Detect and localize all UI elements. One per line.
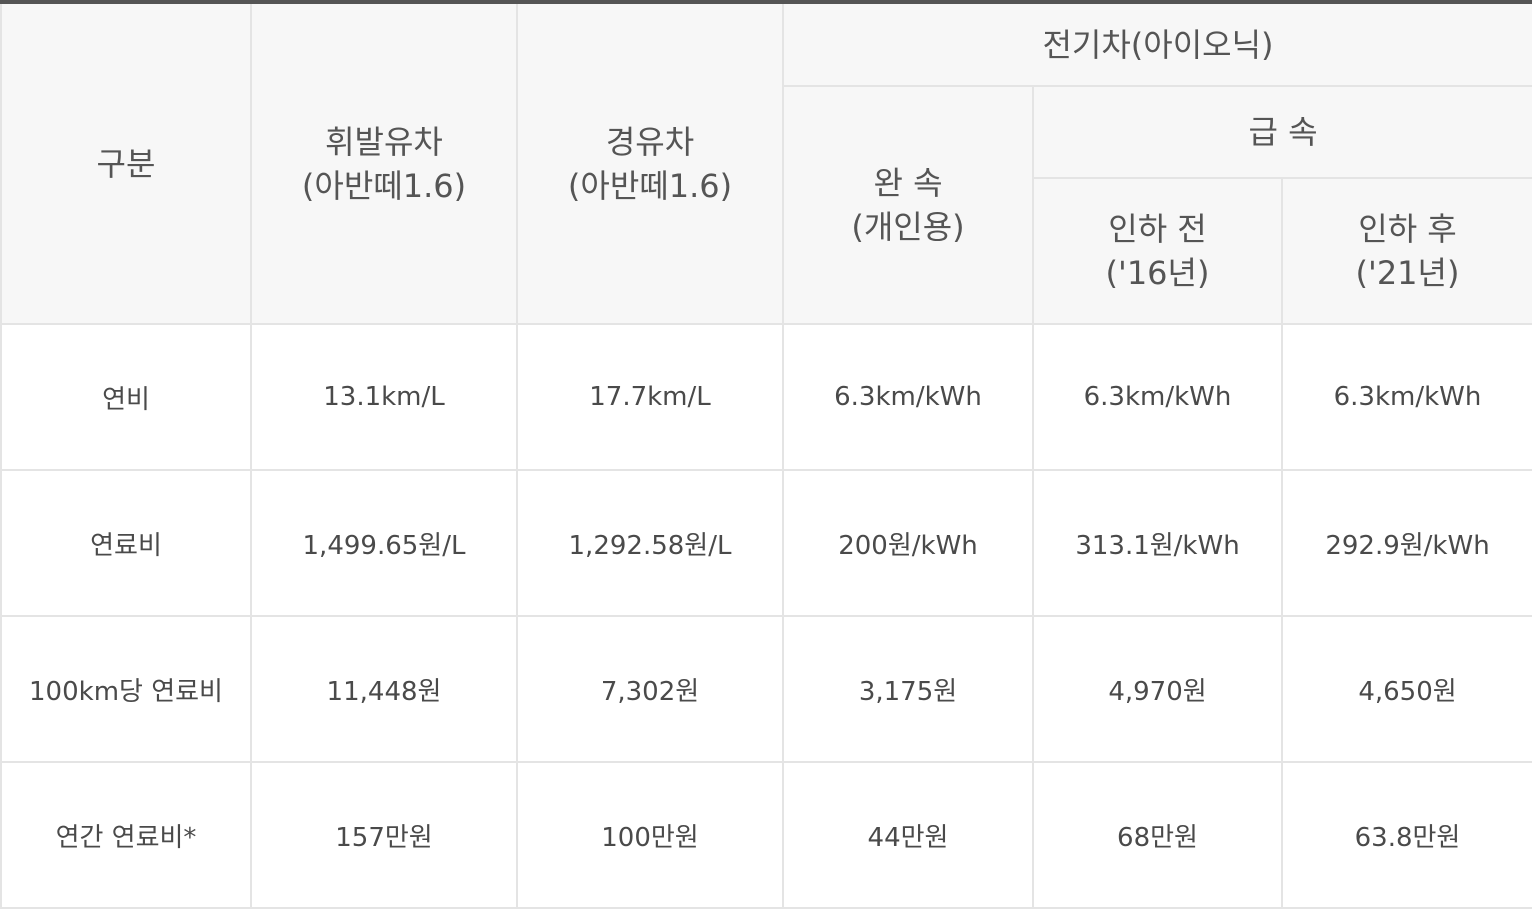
table-body: 연비 13.1km/L 17.7km/L 6.3km/kWh 6.3km/kWh…: [0, 323, 1532, 909]
table-cell: 6.3km/kWh: [1032, 323, 1283, 471]
header-slow-charge-note: (개인용): [851, 208, 965, 246]
header-slow-charge: 완 속 (개인용): [782, 85, 1034, 325]
row-label: 연료비: [0, 469, 252, 617]
table-cell: 4,650원: [1281, 615, 1532, 763]
table-cell: 6.3km/kWh: [782, 323, 1034, 471]
header-gasoline-name: 휘발유차: [325, 122, 443, 161]
header-fast-charge-group: 급 속: [1032, 85, 1532, 179]
table-cell: 4,970원: [1032, 615, 1283, 763]
table-cell: 13.1km/L: [250, 323, 518, 471]
header-fast-after-year: ('21년): [1355, 254, 1460, 292]
table-cell: 17.7km/L: [516, 323, 784, 471]
table-cell: 200원/kWh: [782, 469, 1034, 617]
header-fast-before-year: ('16년): [1105, 254, 1210, 292]
table-cell: 1,499.65원/L: [250, 469, 518, 617]
row-label: 연비: [0, 323, 252, 471]
header-gasoline-car: 휘발유차 (아반떼1.6): [250, 2, 518, 325]
table-cell: 11,448원: [250, 615, 518, 763]
row-label: 연간 연료비*: [0, 761, 252, 909]
header-fast-before-label: 인하 전: [1108, 210, 1207, 248]
header-fast-after-label: 인하 후: [1358, 210, 1457, 248]
table-cell: 100만원: [516, 761, 784, 909]
table-cell: 292.9원/kWh: [1281, 469, 1532, 617]
table-row-cost-per-100km: 100km당 연료비 11,448원 7,302원 3,175원 4,970원 …: [0, 615, 1532, 763]
header-diesel-car: 경유차 (아반떼1.6): [516, 2, 784, 325]
table-cell: 313.1원/kWh: [1032, 469, 1283, 617]
table-cell: 3,175원: [782, 615, 1034, 763]
header-slow-charge-label: 완 속: [873, 164, 943, 202]
header-diesel-model: (아반떼1.6): [567, 166, 733, 205]
row-label: 100km당 연료비: [0, 615, 252, 763]
table-row-fuel-price: 연료비 1,499.65원/L 1,292.58원/L 200원/kWh 313…: [0, 469, 1532, 617]
header-ev-group: 전기차(아이오닉): [782, 2, 1532, 87]
header-fast-after: 인하 후 ('21년): [1281, 177, 1532, 325]
table-cell: 6.3km/kWh: [1281, 323, 1532, 471]
table-cell: 7,302원: [516, 615, 784, 763]
header-category: 구분: [0, 2, 252, 325]
table-cell: 44만원: [782, 761, 1034, 909]
header-diesel-name: 경유차: [605, 122, 695, 161]
table-row-fuel-efficiency: 연비 13.1km/L 17.7km/L 6.3km/kWh 6.3km/kWh…: [0, 323, 1532, 471]
header-gasoline-model: (아반떼1.6): [301, 166, 467, 205]
table-cell: 63.8만원: [1281, 761, 1532, 909]
table-cell: 68만원: [1032, 761, 1283, 909]
table-cell: 157만원: [250, 761, 518, 909]
header-fast-before: 인하 전 ('16년): [1032, 177, 1283, 325]
table-cell: 1,292.58원/L: [516, 469, 784, 617]
table-header: 구분 휘발유차 (아반떼1.6) 경유차 (아반떼1.6) 전기차(아이오닉) …: [0, 2, 1532, 325]
table-row-annual-cost: 연간 연료비* 157만원 100만원 44만원 68만원 63.8만원: [0, 761, 1532, 909]
